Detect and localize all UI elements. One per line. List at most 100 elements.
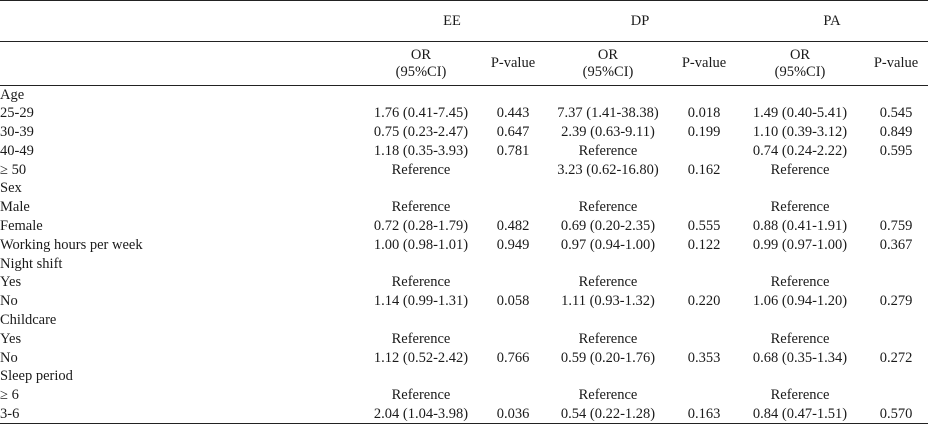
category-label: 3-6: [0, 405, 360, 424]
category-label: No: [0, 293, 18, 310]
cell-ee-pvalue: 0.443: [496, 105, 530, 122]
cell-dp-or: Reference: [578, 274, 638, 291]
table-row: Male Reference Reference Reference: [0, 198, 928, 217]
cell-dp-pvalue: [672, 142, 736, 161]
cell-ee-pvalue: [482, 161, 544, 180]
header-blank: [0, 0, 360, 42]
table-row: Sex: [0, 179, 928, 198]
ci-label: (95%CI): [395, 63, 447, 80]
cell-pa-pvalue: 0.279: [879, 293, 913, 310]
category-label: 40-49: [0, 142, 34, 159]
cell-pa-or: Reference: [770, 161, 830, 178]
cell-dp-pvalue: [672, 330, 736, 349]
cell-ee-pvalue: 0.766: [496, 349, 530, 366]
cell-pa-pvalue: 0.272: [879, 349, 913, 366]
cell-pa-or: [736, 179, 864, 198]
cell-ee-or: 0.72 (0.28-1.79): [373, 217, 469, 234]
cell-dp-or: 1.11 (0.93-1.32): [561, 293, 655, 310]
cell-dp-or: [544, 86, 672, 105]
table-row: Sleep period: [0, 367, 928, 386]
group-header-ee: EE: [360, 0, 544, 42]
cell-ee-pvalue: [482, 86, 544, 105]
cell-pa-or: [736, 311, 864, 330]
subheader-blank: [0, 41, 360, 86]
subheader-pvalue-pa: P-value: [864, 41, 928, 86]
cell-pa-pvalue: 0.759: [879, 217, 913, 234]
cell-ee-or: Reference: [391, 274, 451, 291]
variable-label: Night shift: [0, 255, 63, 272]
cell-pa-or: Reference: [770, 387, 830, 404]
cell-ee-or: Reference: [391, 330, 451, 347]
cell-pa-pvalue: 0.545: [879, 105, 913, 122]
cell-pa-pvalue: [864, 255, 928, 274]
cell-dp-or: Reference: [578, 142, 638, 159]
cell-pa-or: [736, 86, 864, 105]
cell-ee-or: 2.04 (1.04-3.98): [360, 405, 482, 424]
cell-ee-pvalue: [482, 255, 544, 274]
cell-pa-or: 1.49 (0.40-5.41): [752, 105, 848, 122]
variable-label: Working hours per week: [0, 236, 143, 253]
group-header-row: EE DP PA: [0, 0, 928, 42]
variable-label: Childcare: [0, 311, 57, 328]
cell-pa-pvalue: [864, 386, 928, 405]
subheader-row: OR (95%CI) P-value OR (95%CI) P-value OR…: [0, 41, 928, 86]
subheader-pvalue-ee: P-value: [482, 41, 544, 86]
cell-dp-pvalue: 0.353: [687, 349, 721, 366]
cell-dp-or: 0.59 (0.20-1.76): [560, 349, 656, 366]
cell-dp-pvalue: [672, 86, 736, 105]
cell-pa-or: [736, 367, 864, 386]
table-row: Childcare: [0, 311, 928, 330]
cell-ee-or: [360, 179, 482, 198]
table-row: No 1.12 (0.52-2.42) 0.766 0.59 (0.20-1.76) 0…: [0, 349, 928, 368]
cell-ee-or: Reference: [391, 161, 451, 178]
cell-dp-or: 0.69 (0.20-2.35): [560, 217, 656, 234]
ci-label: (95%CI): [582, 63, 634, 80]
table-row: No 1.14 (0.99-1.31) 0.058 1.11 (0.93-1.32) 0…: [0, 292, 928, 311]
cell-ee-pvalue: [482, 273, 544, 292]
cell-dp-or: Reference: [578, 199, 638, 216]
cell-dp-or: [544, 367, 672, 386]
cell-pa-or: [736, 255, 864, 274]
cell-dp-or: [544, 311, 672, 330]
subheader-or-dp: OR (95%CI): [544, 41, 672, 86]
cell-dp-or: 3.23 (0.62-16.80): [557, 161, 659, 178]
cell-ee-pvalue: 0.949: [496, 236, 530, 253]
category-label: Yes: [0, 330, 22, 347]
cell-ee-pvalue: 0.781: [496, 142, 530, 159]
cell-ee-pvalue: [482, 330, 544, 349]
cell-dp-pvalue: 0.163: [672, 405, 737, 424]
table-row: Female 0.72 (0.28-1.79) 0.482 0.69 (0.20-2.…: [0, 217, 928, 236]
subheader-pvalue-dp: P-value: [672, 41, 737, 86]
cell-pa-or: Reference: [770, 330, 830, 347]
category-label: Male: [0, 199, 30, 216]
cell-dp-pvalue: 0.018: [687, 105, 721, 122]
cell-ee-pvalue: [482, 386, 544, 405]
cell-dp-pvalue: 0.555: [687, 217, 721, 234]
cell-ee-or: 1.00 (0.98-1.01): [373, 236, 469, 253]
cell-dp-pvalue: 0.199: [687, 123, 721, 140]
table-row: 30-39 0.75 (0.23-2.47) 0.647 2.39 (0.63-9.1…: [0, 123, 928, 142]
cell-dp-pvalue: [672, 255, 736, 274]
table-body: Age 25-29 1.76 (0.41-7.45) 0.443 7.37 (1.41-…: [0, 86, 928, 424]
table-row: Age: [0, 86, 928, 105]
cell-dp-or: 7.37 (1.41-38.38): [557, 105, 659, 122]
cell-pa-or: 0.74 (0.24-2.22): [752, 142, 848, 159]
cell-ee-pvalue: [482, 311, 544, 330]
cell-dp-pvalue: 0.162: [687, 161, 721, 178]
cell-pa-pvalue: [864, 273, 928, 292]
category-label: No: [0, 349, 18, 366]
cell-pa-pvalue: [864, 367, 928, 386]
cell-ee-or: [360, 367, 482, 386]
cell-pa-or: 1.10 (0.39-3.12): [752, 123, 848, 140]
cell-dp-or: Reference: [578, 330, 638, 347]
cell-pa-pvalue: [864, 179, 928, 198]
cell-dp-or: [544, 179, 672, 198]
category-label: Female: [0, 217, 43, 234]
table-row: 40-49 1.18 (0.35-3.93) 0.781 Reference 0.74 …: [0, 142, 928, 161]
cell-dp-pvalue: 0.220: [687, 293, 721, 310]
cell-pa-or: Reference: [770, 274, 830, 291]
table-row: 25-29 1.76 (0.41-7.45) 0.443 7.37 (1.41-38.…: [0, 104, 928, 123]
table-row: Working hours per week 1.00 (0.98-1.01) 0.…: [0, 236, 928, 255]
cell-pa-or: 1.06 (0.94-1.20): [752, 293, 848, 310]
